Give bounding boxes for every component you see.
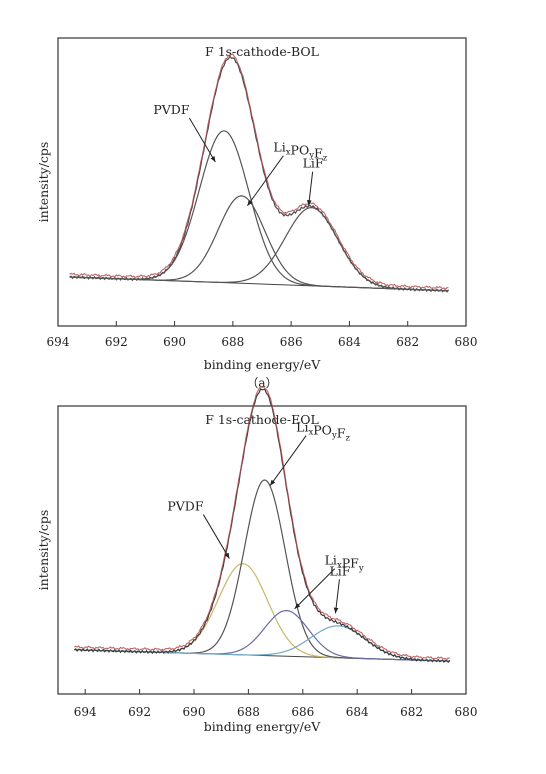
x-tick-label-b-684: 684 xyxy=(346,705,369,719)
peak-label-b-4: LiF xyxy=(329,563,351,614)
svg-text:LiF: LiF xyxy=(303,156,324,171)
series-a-2 xyxy=(69,130,449,292)
x-tick-label-a-680: 680 xyxy=(455,335,478,349)
x-tick-label-b-694: 694 xyxy=(74,705,97,719)
x-axis-label-a: binding energy/eV xyxy=(204,357,322,372)
svg-text:PVDF: PVDF xyxy=(153,102,189,117)
peak-label-a-3: LiF xyxy=(303,156,324,206)
svg-text:LiF: LiF xyxy=(329,563,350,578)
peak-arrow-a-1 xyxy=(188,117,216,163)
svg-text:PVDF: PVDF xyxy=(167,499,203,514)
x-tick-label-a-692: 692 xyxy=(105,335,128,349)
panel-b-eol: F 1s-cathode-EOL intensity/cps binding e… xyxy=(36,385,478,734)
x-tick-label-a-694: 694 xyxy=(47,335,70,349)
series-b-5 xyxy=(74,388,451,664)
x-ticks-b: 694 692 690 688 686 684 682 680 xyxy=(74,689,478,719)
plot-frame-a xyxy=(57,37,467,327)
peak-arrow-b-2 xyxy=(269,435,307,486)
svg-text:LixPOyFz: LixPOyFz xyxy=(296,420,350,444)
curves-a xyxy=(69,53,449,293)
x-tick-label-b-688: 688 xyxy=(237,705,260,719)
series-a-4 xyxy=(69,207,449,292)
peak-arrow-a-3 xyxy=(308,171,314,206)
series-a-1 xyxy=(69,55,449,293)
figure-caption-a: （a） xyxy=(246,376,277,390)
x-axis-label-b: binding energy/eV xyxy=(204,719,322,734)
x-tick-label-b-692: 692 xyxy=(128,705,151,719)
x-tick-label-b-682: 682 xyxy=(400,705,423,719)
peak-arrow-b-4 xyxy=(334,579,340,614)
series-b-6 xyxy=(74,385,450,661)
peak-label-b-1: PVDF xyxy=(167,499,230,559)
x-tick-label-a-684: 684 xyxy=(338,335,361,349)
curves-b xyxy=(74,385,451,664)
peak-label-b-2: LixPOyFz xyxy=(269,420,350,486)
svg-text:LixPOyFz: LixPOyFz xyxy=(273,140,327,164)
y-axis-label-a: intensity/cps xyxy=(36,142,51,223)
series-b-2 xyxy=(74,479,450,662)
x-tick-label-a-686: 686 xyxy=(280,335,303,349)
peak-label-a-1: PVDF xyxy=(153,102,216,163)
svg-text:LixPFy: LixPFy xyxy=(325,553,364,574)
panel-a-bol: F 1s-cathode-BOL intensity/cps binding e… xyxy=(36,37,478,390)
y-axis-label-b: intensity/cps xyxy=(36,510,51,591)
peak-label-a-2: LixPOyFz xyxy=(247,140,328,206)
x-tick-label-b-690: 690 xyxy=(183,705,206,719)
series-b-3 xyxy=(74,610,450,662)
plot-frame-b xyxy=(57,405,467,695)
series-a-5 xyxy=(69,53,449,290)
chart-title-a: F 1s-cathode-BOL xyxy=(205,44,319,59)
chart-title-b: F 1s-cathode-EOL xyxy=(205,412,319,427)
peak-label-b-3: LixPFy xyxy=(294,553,364,610)
x-tick-label-a-690: 690 xyxy=(163,335,186,349)
peak-arrow-b-3 xyxy=(294,568,335,610)
x-tick-label-a-682: 682 xyxy=(396,335,419,349)
peak-arrow-b-1 xyxy=(202,514,230,559)
x-ticks-a: 694 692 690 688 686 684 682 680 xyxy=(47,321,478,349)
x-tick-label-a-688: 688 xyxy=(221,335,244,349)
x-tick-label-b-686: 686 xyxy=(291,705,314,719)
x-tick-label-b-680: 680 xyxy=(455,705,478,719)
peak-arrow-a-2 xyxy=(247,155,284,206)
series-b-1 xyxy=(74,563,450,662)
